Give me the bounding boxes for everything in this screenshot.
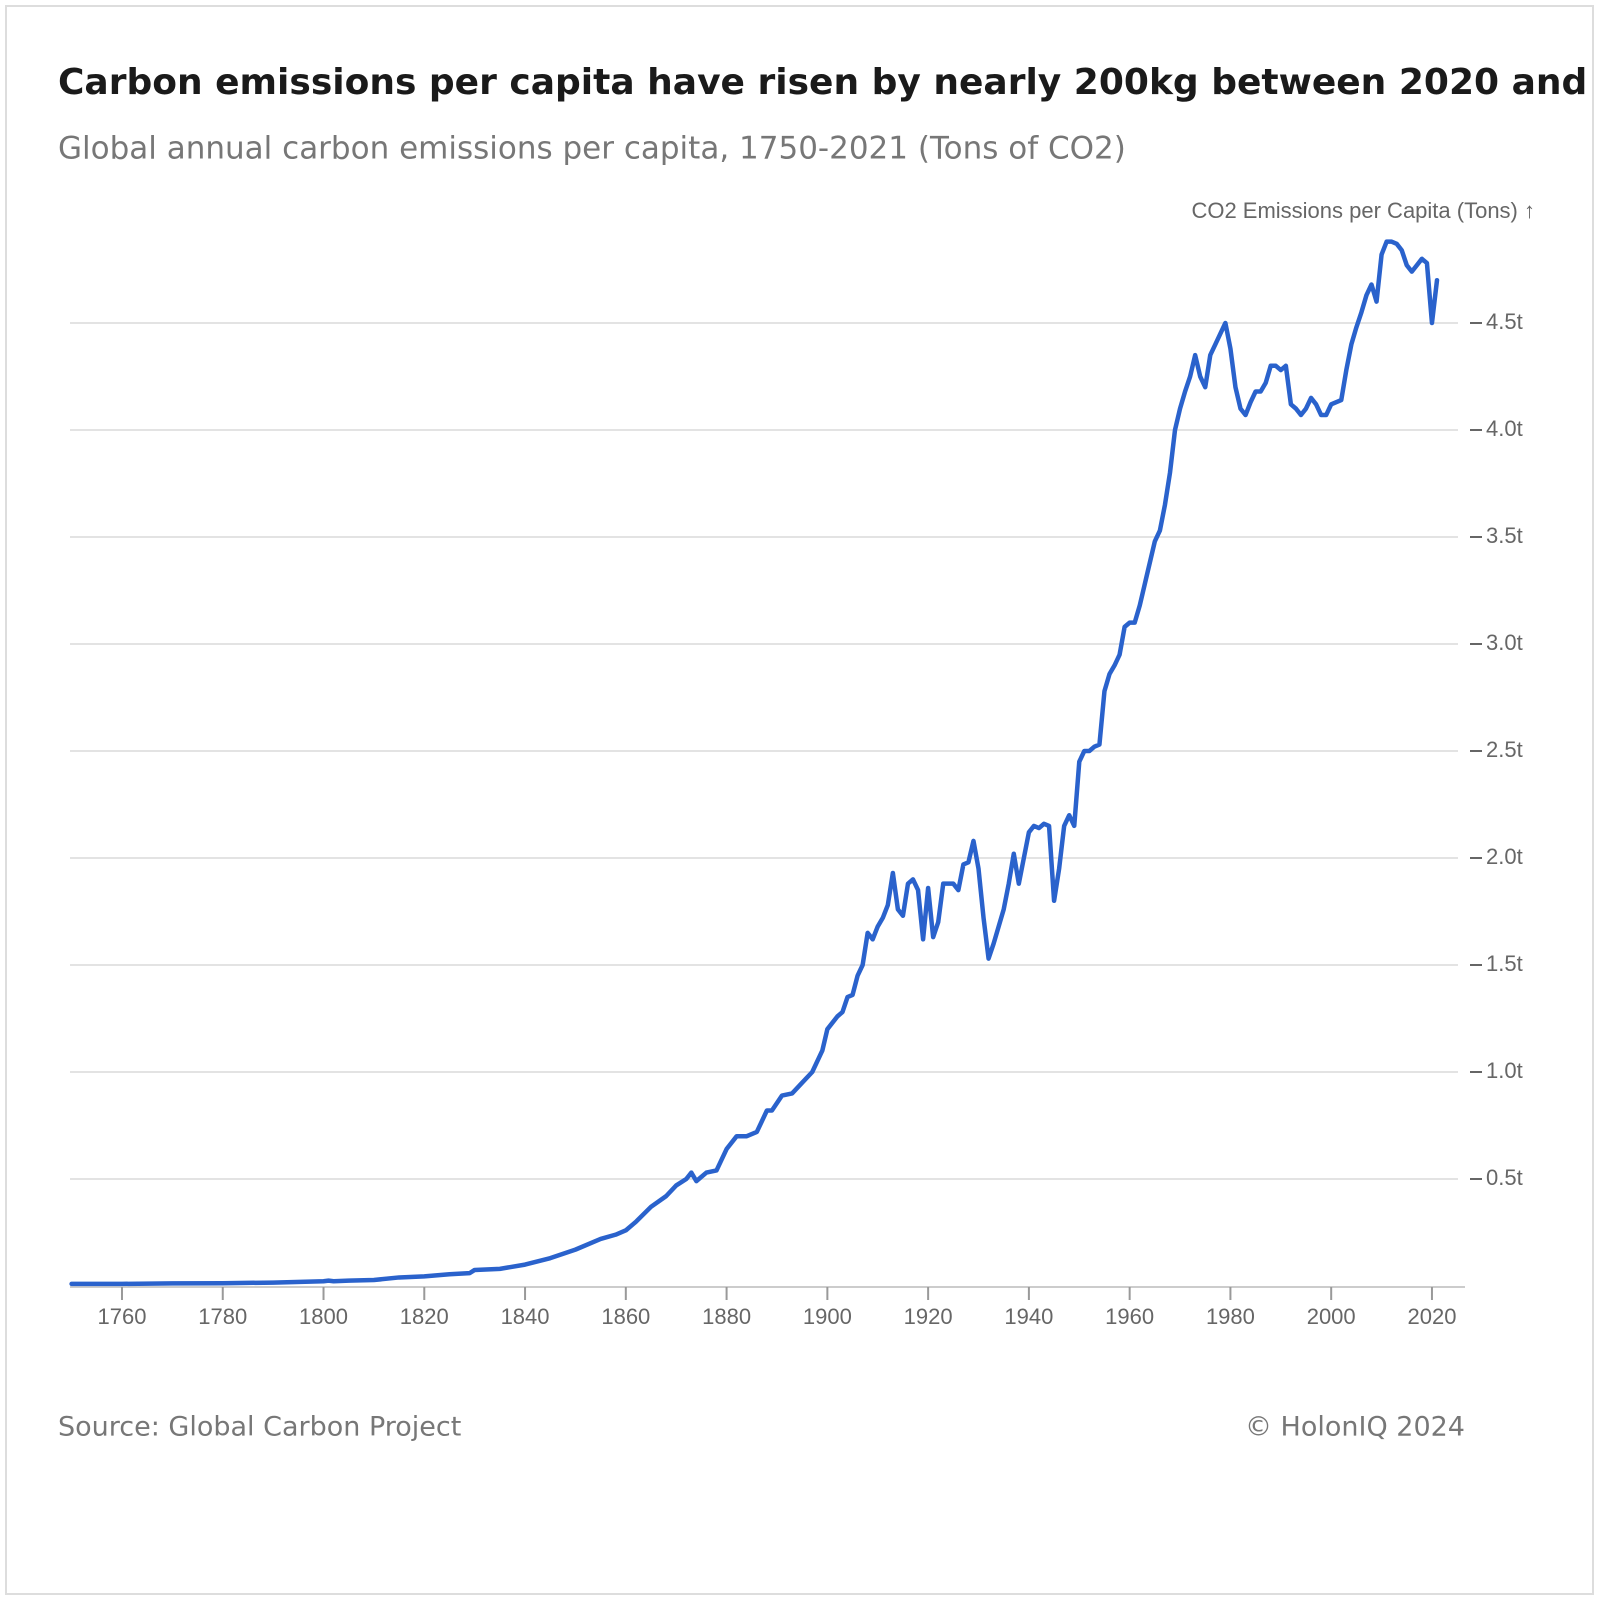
chart-title: Carbon emissions per capita have risen b…: [58, 62, 1599, 103]
data-line: [69, 239, 1440, 1287]
y-tick-label: 3.0t: [1486, 630, 1523, 655]
x-tick-label: 1780: [198, 1304, 247, 1329]
x-tick-label: 2020: [1407, 1304, 1456, 1329]
credit: © HolonIQ 2024: [1245, 1412, 1465, 1443]
y-tick-label: 1.0t: [1486, 1058, 1523, 1083]
y-tick-label: 4.5t: [1486, 309, 1523, 334]
x-tick-label: 1820: [400, 1304, 449, 1329]
y-tick-label: 2.5t: [1486, 737, 1523, 762]
x-tick-label: 1840: [501, 1304, 550, 1329]
chart-subtitle: Global annual carbon emissions per capit…: [58, 131, 1126, 167]
x-tick-label: 1960: [1105, 1304, 1154, 1329]
source: Source: Global Carbon Project: [58, 1412, 461, 1443]
y-tick-label: 2.0t: [1486, 844, 1523, 869]
x-tick-label: 1940: [1004, 1304, 1053, 1329]
x-tick-label: 2000: [1307, 1304, 1356, 1329]
y-tick-label: 1.5t: [1486, 951, 1523, 976]
x-tick-label: 1760: [98, 1304, 147, 1329]
x-tick-label: 1880: [702, 1304, 751, 1329]
y-tick-label: 4.0t: [1486, 416, 1523, 441]
x-tick-label: 1860: [601, 1304, 650, 1329]
x-tick-label: 1800: [299, 1304, 348, 1329]
y-tick-label: 0.5t: [1486, 1165, 1523, 1190]
frame: [5, 5, 1594, 1595]
x-tick-label: 1920: [904, 1304, 953, 1329]
x-tick-label: 1900: [803, 1304, 852, 1329]
x-tick-label: 1980: [1206, 1304, 1255, 1329]
y-axis-label: CO2 Emissions per Capita (Tons) ↑: [1191, 198, 1535, 223]
y-tick-label: 3.5t: [1486, 523, 1523, 548]
